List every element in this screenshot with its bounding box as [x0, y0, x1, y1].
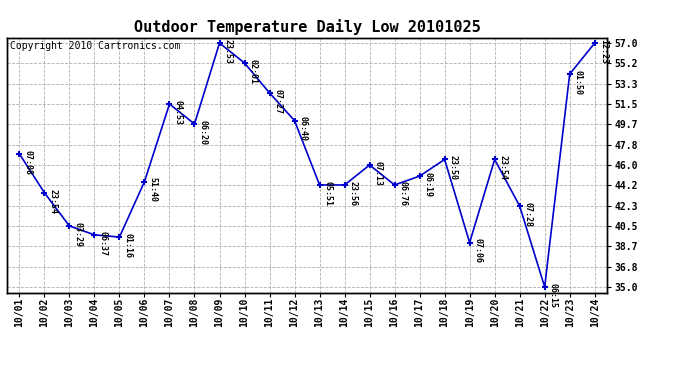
Text: 06:15: 06:15: [549, 283, 558, 308]
Text: 23:53: 23:53: [224, 39, 233, 64]
Text: 05:51: 05:51: [324, 181, 333, 206]
Text: 06:19: 06:19: [424, 172, 433, 197]
Text: 23:50: 23:50: [448, 155, 457, 180]
Text: 02:01: 02:01: [248, 59, 257, 84]
Text: 04:53: 04:53: [174, 100, 183, 125]
Text: 23:56: 23:56: [348, 181, 357, 206]
Text: 01:16: 01:16: [124, 233, 132, 258]
Text: Copyright 2010 Cartronics.com: Copyright 2010 Cartronics.com: [10, 41, 180, 51]
Text: 07:13: 07:13: [374, 161, 383, 186]
Text: 01:50: 01:50: [574, 70, 583, 95]
Text: 06:76: 06:76: [399, 181, 408, 206]
Text: 03:29: 03:29: [74, 222, 83, 247]
Text: 06:40: 06:40: [299, 117, 308, 141]
Text: 07:27: 07:27: [274, 89, 283, 114]
Text: 51:40: 51:40: [148, 177, 157, 203]
Text: 12:23: 12:23: [599, 39, 608, 64]
Text: 23:54: 23:54: [499, 155, 508, 180]
Text: 06:20: 06:20: [199, 120, 208, 145]
Text: 06:37: 06:37: [99, 231, 108, 256]
Text: 23:54: 23:54: [48, 189, 57, 213]
Title: Outdoor Temperature Daily Low 20101025: Outdoor Temperature Daily Low 20101025: [134, 19, 480, 35]
Text: 07:08: 07:08: [23, 150, 32, 175]
Text: 07:28: 07:28: [524, 202, 533, 227]
Text: 07:06: 07:06: [474, 238, 483, 264]
